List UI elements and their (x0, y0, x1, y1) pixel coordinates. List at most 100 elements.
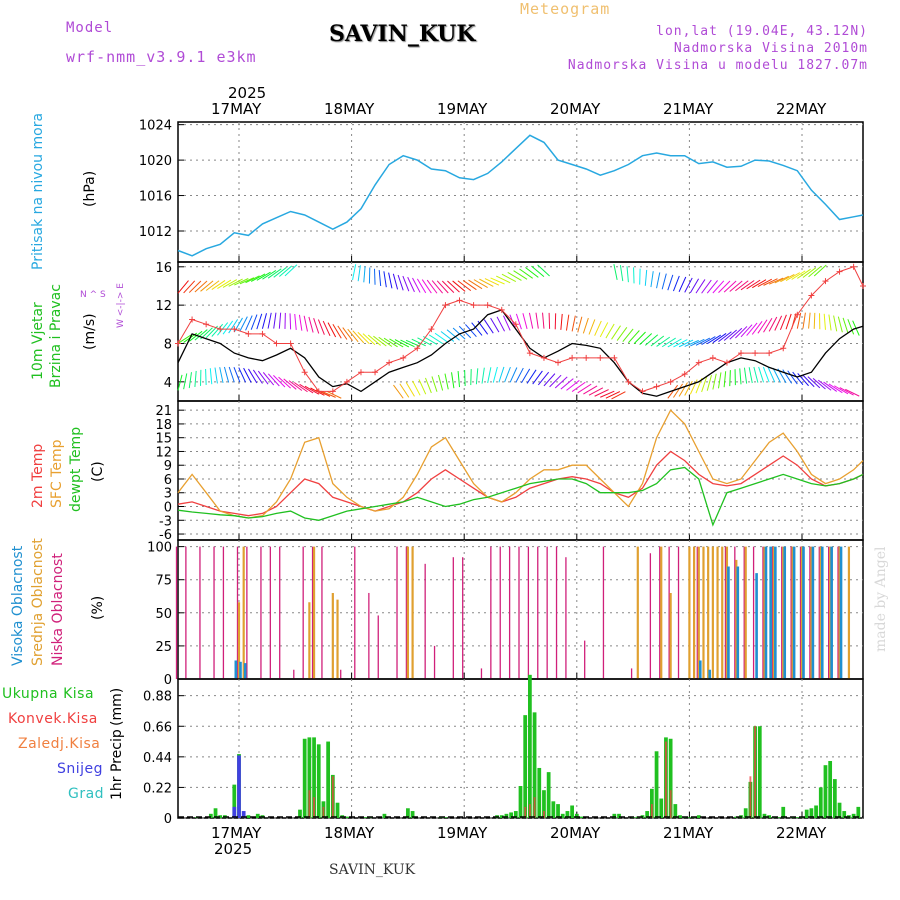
model-name: wrf-nmm_v3.9.1 e3km (66, 48, 257, 66)
total-precip-bar (326, 741, 331, 818)
wind-barb (267, 312, 272, 329)
wind-barb (729, 327, 743, 340)
legend-total-rain: Ukupna Kisa (2, 686, 95, 702)
wind-barb (256, 271, 271, 281)
wind-gust-marker (259, 330, 266, 337)
wind-barb (847, 319, 855, 335)
wind-barb (661, 337, 676, 348)
wind-barb (228, 278, 243, 287)
convective-precip-bar (331, 776, 334, 818)
wind-gust-marker (329, 388, 336, 395)
wind-barb (304, 385, 320, 395)
wind-barb (200, 280, 214, 292)
total-precip-bar (809, 808, 814, 818)
wind-barb (689, 278, 700, 294)
wind-barb (347, 328, 359, 343)
wind-barb (261, 313, 267, 329)
wind-gust-marker (512, 321, 519, 328)
wind-barb (690, 338, 705, 347)
wind-barb (468, 279, 483, 290)
top-date-22: 22MAY (776, 100, 827, 118)
wind-compass-ns: N ^ S (80, 290, 106, 300)
convective-precip-bar (650, 804, 653, 818)
wind-barb (740, 280, 755, 291)
convective-precip-bar (749, 776, 752, 818)
wind-barb (535, 312, 539, 329)
wind-barb (605, 323, 615, 339)
panel-frame (177, 539, 864, 680)
wind-barb (768, 277, 784, 285)
total-precip-bar (645, 811, 650, 818)
wind-barb (842, 317, 849, 334)
wind-gust-marker (386, 359, 393, 366)
wind-barb (689, 379, 698, 395)
wind-gust-marker (555, 359, 562, 366)
wind-barb (293, 382, 308, 393)
wind-barb (532, 370, 543, 385)
total-precip-bar (213, 808, 218, 818)
wind-barb (833, 315, 838, 332)
y-tick-label: 21 (155, 404, 172, 419)
wind-barb (446, 329, 460, 341)
wind-barb (772, 367, 781, 383)
wind-gust-marker (484, 302, 491, 309)
wind-barb (774, 275, 789, 284)
wind-gust-marker (315, 388, 322, 395)
total-precip-bar (828, 761, 833, 818)
wind-barb (656, 272, 661, 289)
wind-barb (525, 267, 539, 278)
wind-barb (367, 334, 382, 346)
wind-barb (706, 280, 718, 294)
wind-gust-marker (498, 306, 505, 313)
wind-barb (779, 314, 787, 331)
bottom-date-22: 22MAY (776, 824, 827, 842)
total-precip-bar (410, 811, 415, 818)
wind-barb (577, 316, 583, 333)
total-precip-bar (659, 798, 664, 818)
wind-barb (673, 383, 683, 398)
total-precip-bar (762, 813, 767, 818)
panel-frame (177, 121, 864, 263)
wind-barb (327, 322, 337, 338)
wind-barb (718, 280, 731, 294)
wind-barb (802, 374, 815, 388)
wind-barb (611, 325, 621, 340)
wind-barb (802, 312, 806, 329)
wind-gust-marker (470, 302, 477, 309)
total-precip-bar (851, 813, 856, 818)
wind-barb (706, 334, 722, 345)
wind-barb (321, 390, 336, 398)
snow-bar (241, 811, 246, 818)
total-precip-bar (499, 815, 504, 818)
wind-barb (735, 280, 749, 292)
wind-barb (317, 319, 325, 335)
wind-barb (706, 375, 712, 391)
wind-barb (303, 315, 308, 332)
wind-barb (431, 376, 438, 392)
wind-gust-marker (836, 268, 843, 275)
wind-barb (490, 277, 505, 285)
wind-barb (748, 367, 753, 384)
wind-barb (177, 374, 183, 391)
wind-gust-marker (723, 359, 730, 366)
wind-barb (262, 270, 277, 280)
y-tick-label: 0.66 (143, 720, 172, 735)
wind-barb (447, 280, 460, 293)
wind-barb (332, 323, 342, 339)
wind-barb (471, 322, 483, 336)
wind-barb (289, 313, 292, 330)
wind-barb (543, 373, 556, 387)
total-precip-bar (208, 813, 213, 818)
wind-barb (248, 368, 258, 384)
top-date-19: 19MAY (437, 100, 488, 118)
wind-barb (250, 273, 266, 282)
bottom-date-19: 19MAY (437, 824, 488, 842)
wind-barb (796, 312, 802, 329)
wind-barb (571, 315, 576, 332)
convective-precip-bar (669, 790, 672, 818)
wind-barb (487, 367, 492, 384)
wind-gust-marker (611, 354, 618, 361)
wind-barb (437, 374, 444, 391)
dewpoint-line (177, 466, 864, 527)
y-tick-label: 8 (164, 337, 172, 352)
